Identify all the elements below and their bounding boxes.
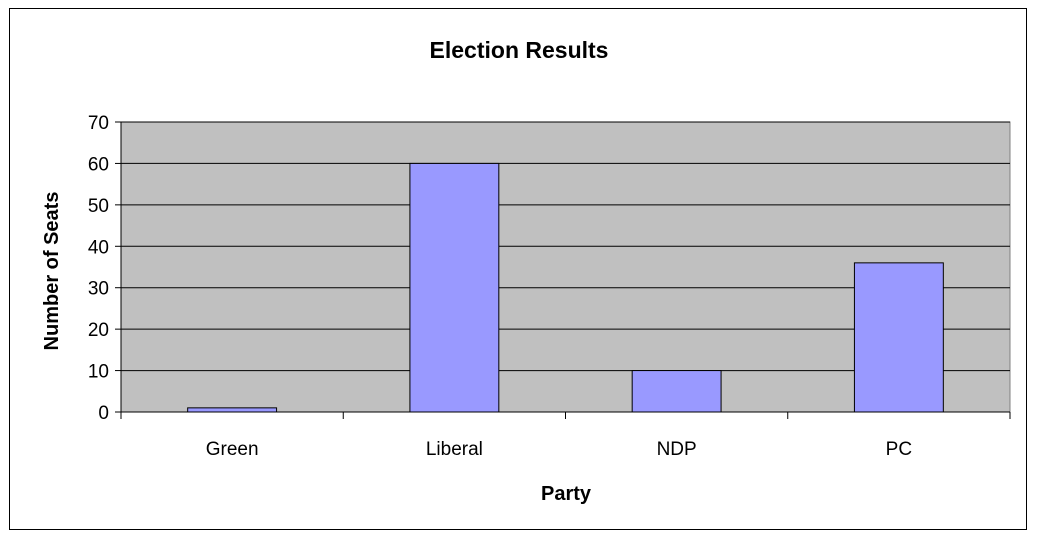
y-tick-label: 50	[88, 196, 109, 217]
x-tick-label: Green	[206, 439, 259, 460]
x-tick-label: PC	[886, 439, 912, 460]
y-tick-label: 10	[88, 362, 109, 383]
x-tick-label: NDP	[657, 439, 697, 460]
y-tick-label: 70	[88, 113, 109, 134]
y-axis-label: Number of Seats	[41, 192, 63, 351]
bar-green	[187, 407, 278, 413]
bar-pc	[853, 262, 944, 413]
y-tick-label: 0	[98, 403, 109, 424]
bar-ndp	[631, 370, 722, 413]
plot-area-group: 0 10 20 30 40 50 60 70 Green Liberal NDP PC	[88, 113, 1011, 460]
y-tick-label: 30	[88, 279, 109, 300]
x-axis-label: Party	[541, 483, 592, 505]
chart-title: Election Results	[430, 37, 609, 63]
y-tick-label: 20	[88, 320, 109, 341]
y-tick-label: 40	[88, 237, 109, 258]
bar-liberal	[409, 162, 500, 413]
x-tick-label: Liberal	[426, 439, 483, 460]
y-tick-label: 60	[88, 154, 109, 175]
